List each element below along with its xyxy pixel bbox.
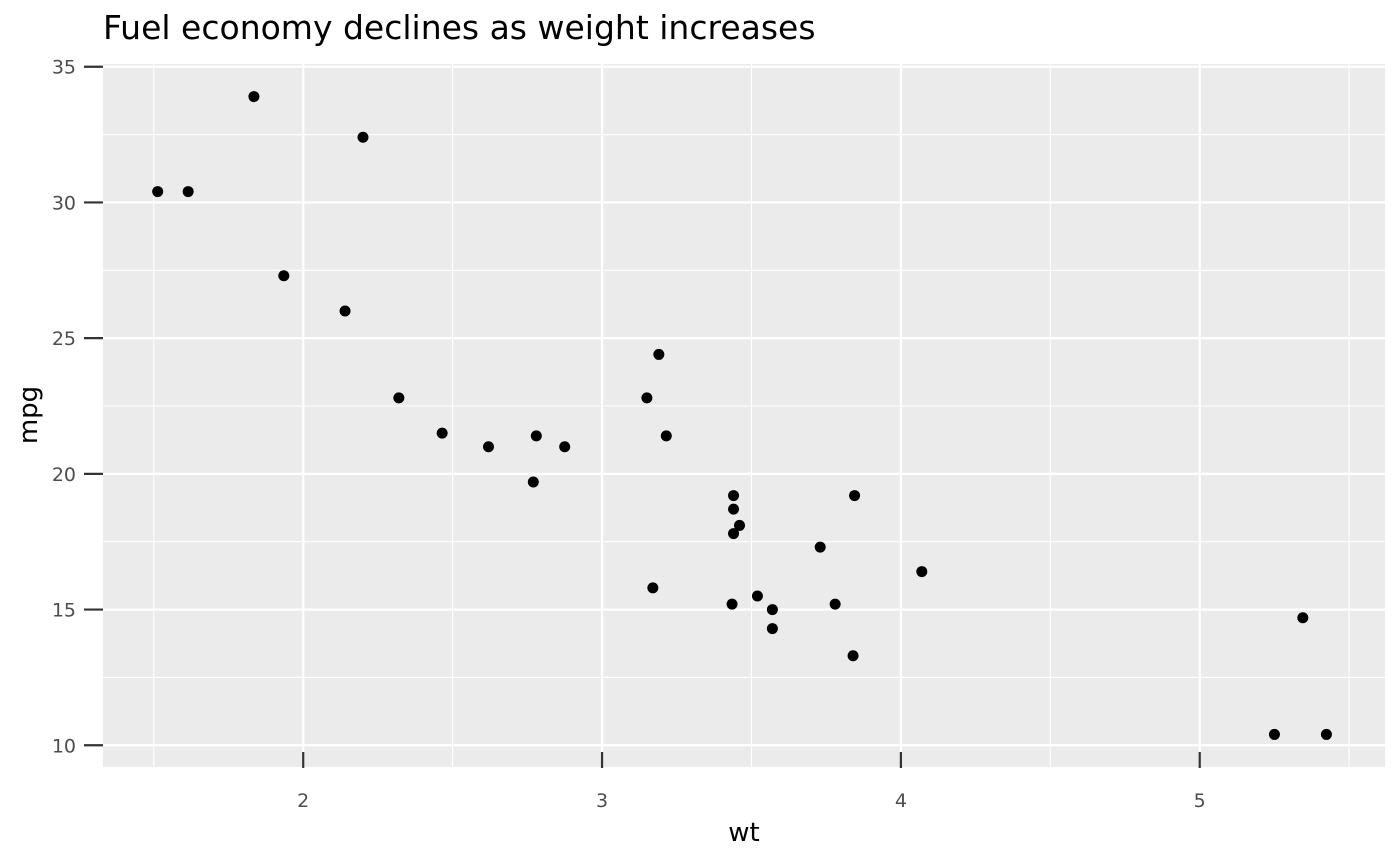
y-tick-label: 25: [52, 328, 76, 350]
data-point: [728, 503, 740, 515]
data-point: [339, 305, 351, 317]
data-point: [248, 91, 260, 103]
data-point: [1268, 728, 1280, 740]
data-point: [728, 528, 740, 540]
data-point: [660, 430, 672, 442]
y-axis: 10 15 20 25 30 35: [52, 57, 103, 757]
data-point: [734, 519, 746, 531]
chart-title: Fuel economy declines as weight increase…: [103, 8, 816, 47]
y-tick-label: 30: [52, 192, 76, 214]
data-point: [559, 441, 571, 453]
data-point: [847, 650, 859, 662]
data-point: [726, 598, 738, 610]
minor-gridlines: [103, 64, 1385, 767]
data-point: [766, 604, 778, 616]
x-tick-label: 3: [596, 790, 608, 812]
y-tick-label: 10: [52, 735, 76, 757]
major-gridlines: [103, 64, 1385, 767]
data-point: [849, 490, 861, 502]
data-point: [530, 430, 542, 442]
data-point: [728, 490, 740, 502]
x-axis: 2 3 4 5: [297, 752, 1206, 812]
x-tick-label: 2: [297, 790, 309, 812]
data-point: [527, 476, 539, 488]
data-point: [641, 392, 653, 404]
data-point: [182, 186, 194, 198]
y-tick-label: 35: [52, 57, 76, 79]
data-point: [829, 598, 841, 610]
x-tick-label: 5: [1194, 790, 1206, 812]
data-point: [1297, 612, 1309, 624]
x-axis-title: wt: [728, 818, 759, 848]
x-tick-label: 4: [895, 790, 907, 812]
data-point: [436, 427, 448, 439]
data-point: [482, 441, 494, 453]
y-tick-label: 20: [52, 464, 76, 486]
data-point: [357, 131, 369, 143]
data-point: [814, 541, 826, 553]
data-point: [647, 582, 659, 594]
data-point: [916, 566, 928, 578]
data-point: [278, 270, 290, 282]
y-axis-title: mpg: [14, 386, 44, 444]
plot-panel: [103, 64, 1385, 767]
data-point: [751, 590, 763, 602]
data-points: [152, 91, 1332, 740]
data-point: [1320, 728, 1332, 740]
data-point: [152, 186, 164, 198]
data-point: [393, 392, 405, 404]
y-tick-label: 15: [52, 600, 76, 622]
data-point: [653, 348, 665, 360]
data-point: [766, 623, 778, 635]
